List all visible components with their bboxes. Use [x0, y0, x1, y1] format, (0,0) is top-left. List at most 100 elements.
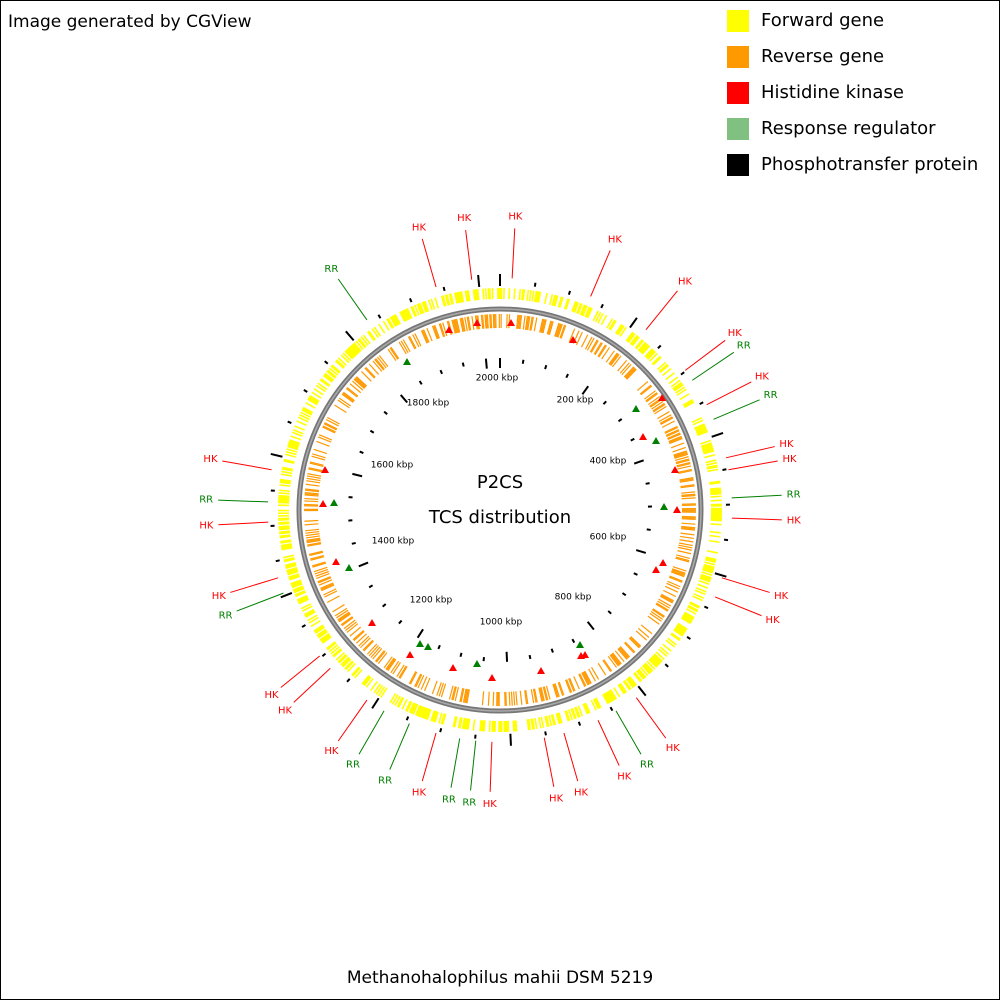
footer-title: Methanohalophilus mahii DSM 5219 [347, 968, 653, 988]
forward-gene [278, 497, 289, 498]
legend-label: Response regulator [761, 118, 936, 139]
forward-gene [710, 532, 721, 533]
legend-swatch [727, 154, 749, 176]
scale-label: 1800 kbp [407, 399, 450, 409]
reverse-gene [490, 314, 491, 328]
scale-tick [486, 359, 487, 369]
outer-tick [724, 540, 728, 541]
forward-gene [279, 531, 290, 532]
forward-gene [711, 496, 722, 497]
outer-tick [569, 291, 570, 295]
forward-gene [278, 498, 289, 499]
scale-label: 800 kbp [555, 593, 592, 603]
scale-tick [545, 365, 546, 369]
forward-gene [710, 494, 721, 495]
feature-label: RR [737, 341, 751, 352]
outer-tick [288, 422, 292, 424]
feature-label: HK [199, 520, 214, 531]
feature-label: RR [640, 760, 654, 771]
forward-gene [278, 500, 289, 501]
feature-label: HK [412, 788, 427, 799]
scale-tick [647, 529, 651, 530]
forward-gene [514, 289, 515, 300]
forward-gene [279, 526, 290, 527]
forward-gene [279, 490, 290, 491]
forward-gene [711, 524, 722, 525]
scale-tick [463, 363, 464, 367]
feature-label: RR [378, 776, 392, 787]
scale-tick [552, 649, 553, 653]
feature-label: HK [574, 788, 589, 799]
center-title: P2CS [477, 472, 523, 493]
forward-gene [486, 288, 487, 299]
feature-label: HK [324, 746, 339, 757]
outer-tick [478, 275, 479, 287]
scale-tick [352, 543, 356, 544]
feature-label: HK [508, 211, 523, 222]
legend-swatch [727, 118, 749, 140]
feature-label: HK [457, 213, 472, 224]
feature-label: HK [728, 328, 743, 339]
legend-label: Reverse gene [761, 46, 884, 67]
outer-tick [535, 283, 536, 287]
scale-label: 1200 kbp [410, 596, 453, 606]
scale-tick [646, 483, 650, 484]
forward-gene [515, 720, 516, 731]
feature-label: HK [766, 615, 781, 626]
feature-label: HK [774, 591, 789, 602]
feature-label: RR [346, 760, 360, 771]
center-subtitle: TCS distribution [428, 507, 571, 528]
forward-gene [278, 523, 289, 524]
outer-tick [579, 722, 580, 726]
forward-gene [279, 493, 290, 494]
legend-label: Histidine kinase [761, 82, 904, 103]
feature-label: RR [442, 795, 456, 806]
legend-swatch [727, 82, 749, 104]
feature-label: HK [278, 706, 293, 717]
feature-label: RR [219, 610, 233, 621]
feature-label: HK [212, 591, 227, 602]
feature-label: RR [462, 797, 476, 808]
reverse-gene [509, 314, 510, 328]
scale-label: 400 kbp [590, 457, 627, 467]
reverse-gene [509, 692, 510, 706]
scale-tick [523, 360, 524, 364]
feature-label: HK [264, 690, 279, 701]
scale-label: 1600 kbp [371, 461, 414, 471]
scale-tick [530, 655, 531, 659]
forward-gene [519, 289, 520, 300]
legend-label: Phosphotransfer protein [761, 154, 978, 175]
feature-label: RR [199, 495, 213, 506]
forward-gene [480, 720, 481, 731]
legend-label: Forward gene [761, 10, 884, 31]
feature-label: RR [764, 390, 778, 401]
scale-label: 1000 kbp [480, 618, 523, 628]
forward-gene [278, 496, 289, 497]
feature-label: RR [787, 490, 801, 501]
scale-label: 2000 kbp [476, 374, 519, 384]
scale-label: 200 kbp [557, 396, 594, 406]
scale-tick [460, 653, 461, 657]
outer-tick [722, 469, 726, 470]
outer-tick [510, 734, 511, 746]
scale-label: 600 kbp [590, 533, 627, 543]
forward-gene [711, 520, 722, 521]
outer-tick [276, 560, 280, 561]
reverse-gene [491, 314, 492, 328]
reverse-gene [304, 499, 318, 500]
reverse-gene [682, 518, 696, 519]
credit: Image generated by CGView [8, 12, 252, 32]
feature-label: HK [678, 277, 693, 288]
feature-label: HK [608, 234, 623, 245]
feature-label: HK [666, 743, 681, 754]
feature-label: HK [483, 799, 498, 810]
forward-gene [490, 721, 491, 732]
reverse-gene [304, 501, 318, 502]
feature-label: HK [412, 222, 427, 233]
reverse-gene [682, 519, 696, 520]
feature-label: HK [755, 372, 770, 383]
reverse-gene [488, 692, 489, 706]
outer-tick [444, 287, 445, 291]
outer-tick [545, 731, 546, 735]
